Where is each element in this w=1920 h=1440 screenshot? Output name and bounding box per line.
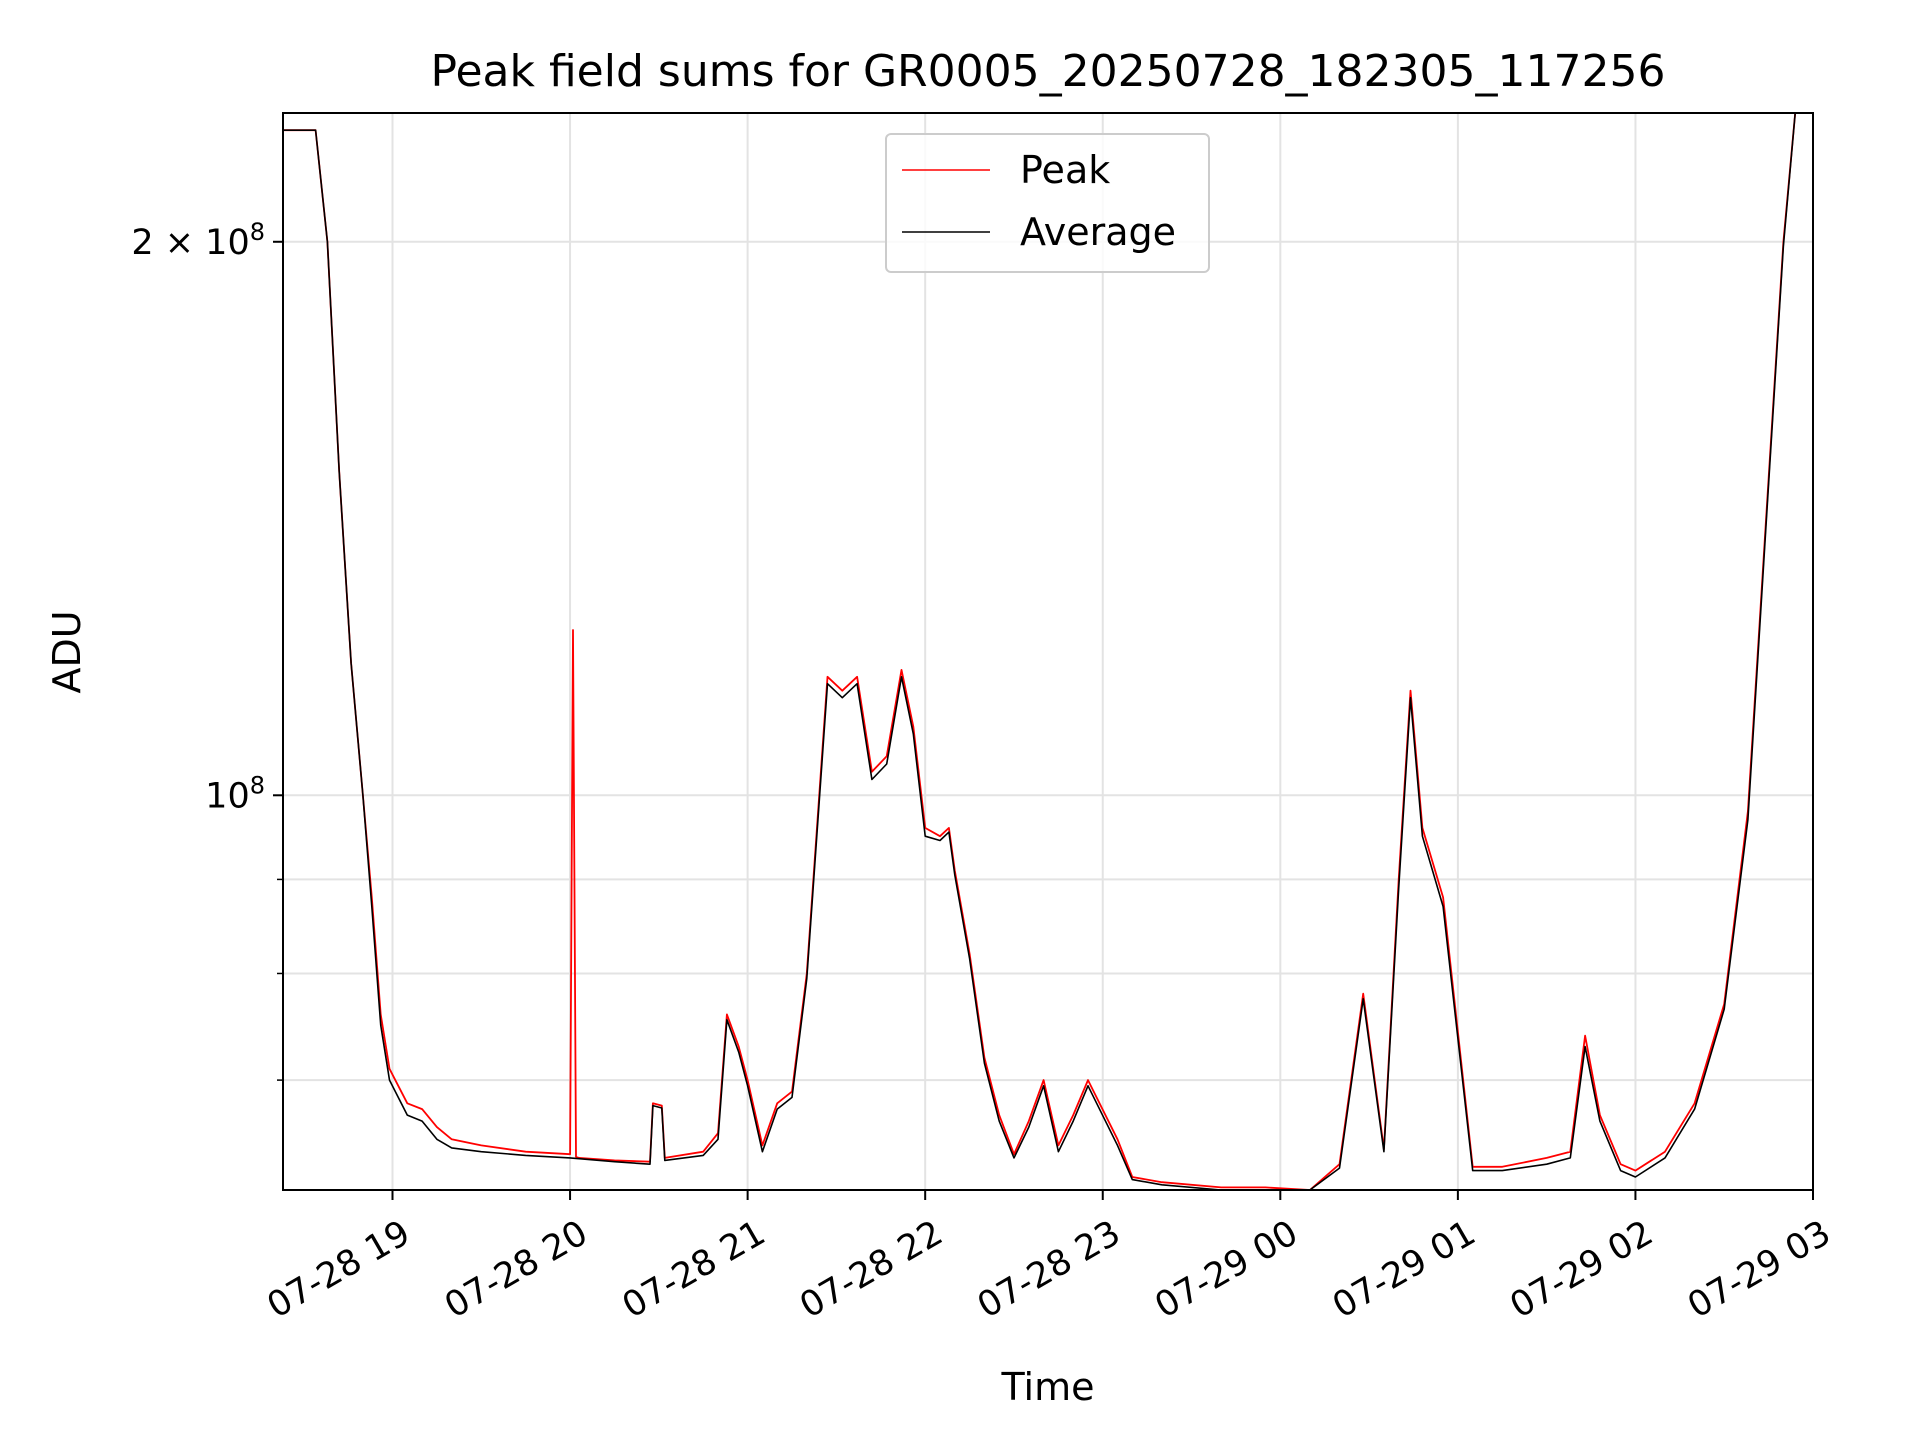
plot-frame [282, 112, 1814, 1191]
chart-title: Peak field sums for GR0005_20250728_1823… [431, 46, 1666, 97]
legend-average-label: Average [1020, 210, 1176, 254]
grid [283, 113, 1813, 1190]
x-axis-label: Time [1001, 1365, 1095, 1409]
series-layer [283, 112, 1797, 1191]
y-tick-label: 108 [205, 771, 265, 816]
legend-peak-label: Peak [1020, 148, 1110, 192]
y-axis-label: ADU [45, 610, 89, 693]
legend-box [885, 133, 1210, 273]
y-axis: 108 2 × 108 [131, 218, 283, 1081]
legend: Peak Average [885, 133, 1210, 273]
series-line-peak [283, 112, 1797, 1191]
series-line-average [283, 112, 1796, 1191]
y-tick-label: 2 × 108 [131, 218, 265, 263]
